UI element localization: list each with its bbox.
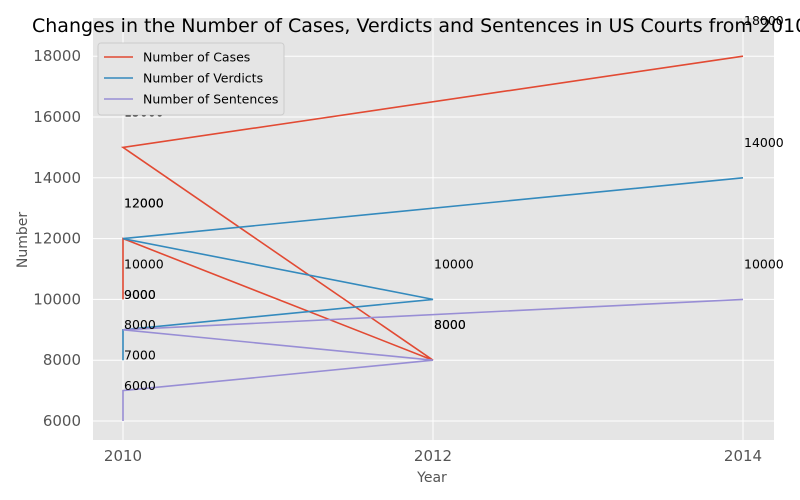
y-axis-label: Number bbox=[15, 212, 31, 268]
x-axis-label: Year bbox=[416, 470, 447, 486]
chart-title: Changes in the Number of Cases, Verdicts… bbox=[32, 15, 800, 37]
y-tick-label: 14000 bbox=[33, 169, 81, 187]
y-tick-label: 10000 bbox=[33, 290, 81, 308]
data-label: 8000 bbox=[434, 317, 466, 332]
legend-box bbox=[97, 42, 285, 116]
data-label: 12000 bbox=[124, 196, 164, 211]
data-label: 9000 bbox=[124, 287, 156, 302]
data-label: 14000 bbox=[744, 135, 784, 150]
data-label: 10000 bbox=[434, 256, 474, 271]
data-label: 8000 bbox=[124, 317, 156, 332]
legend-label: Number of Sentences bbox=[143, 92, 278, 107]
legend: Number of Cases Number of Verdicts Number … bbox=[97, 42, 285, 116]
data-label: 10000 bbox=[124, 256, 164, 271]
y-tick-label: 16000 bbox=[33, 108, 81, 126]
data-label: 9000 bbox=[124, 287, 156, 302]
series-line bbox=[122, 177, 744, 361]
series-line bbox=[122, 298, 744, 421]
series-lines bbox=[120, 55, 744, 421]
data-label: 8000 bbox=[434, 317, 466, 332]
axis-ticks: 6000 8000 10000 12000 14000 16000 18000 2010 201… bbox=[33, 47, 762, 465]
data-label: 6000 bbox=[124, 378, 156, 393]
x-tick-label: 2014 bbox=[724, 447, 762, 465]
x-tick-label: 2012 bbox=[414, 447, 452, 465]
y-tick-label: 6000 bbox=[43, 412, 81, 430]
x-tick-label: 2010 bbox=[104, 447, 142, 465]
data-label: 18000 bbox=[744, 13, 784, 28]
y-tick-label: 18000 bbox=[33, 47, 81, 65]
legend-label: Number of Verdicts bbox=[143, 71, 263, 86]
y-tick-label: 8000 bbox=[43, 351, 81, 369]
legend-label: Number of Cases bbox=[143, 50, 250, 65]
y-tick-label: 12000 bbox=[33, 230, 81, 248]
data-label: 10000 bbox=[744, 256, 784, 271]
data-label: 7000 bbox=[124, 348, 156, 363]
data-label: 12000 bbox=[124, 196, 164, 211]
